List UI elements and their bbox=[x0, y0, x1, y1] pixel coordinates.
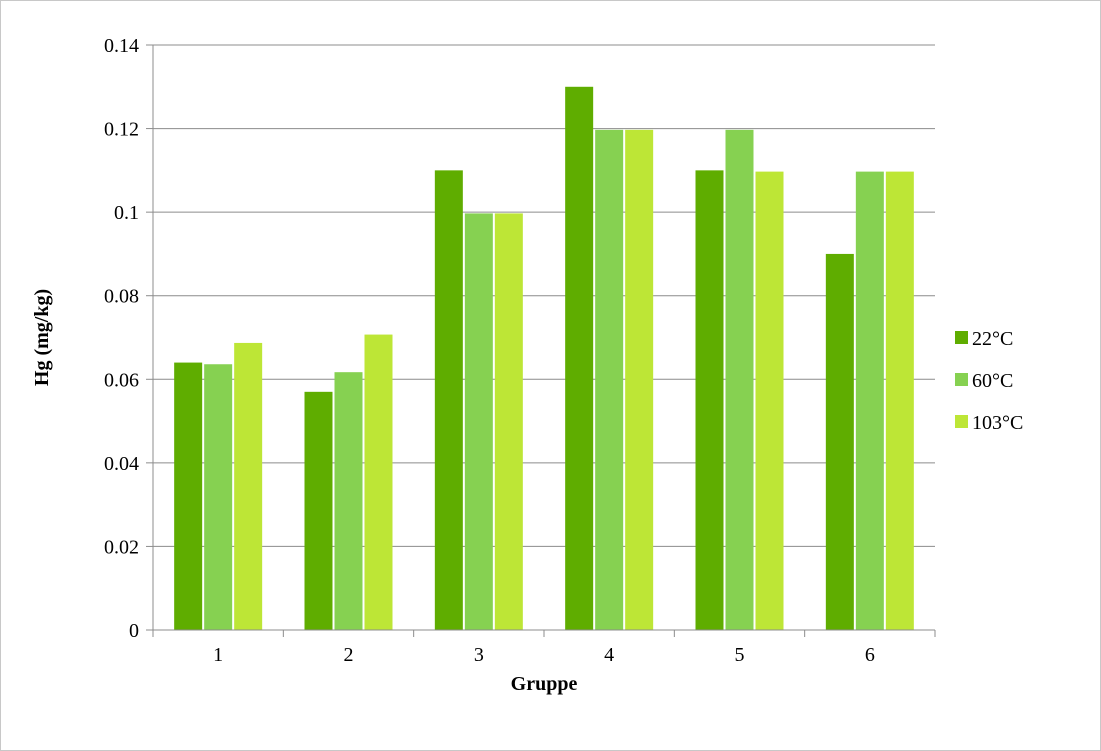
x-tick-label: 2 bbox=[344, 644, 354, 666]
x-axis-title: Gruppe bbox=[511, 673, 578, 695]
y-tick-label: 0.04 bbox=[104, 453, 139, 475]
bar bbox=[695, 170, 724, 630]
bar bbox=[494, 213, 523, 630]
bar bbox=[625, 129, 654, 630]
x-tick-label: 1 bbox=[213, 644, 223, 666]
axes bbox=[152, 45, 936, 637]
bars bbox=[174, 86, 914, 631]
y-axis-title: Hg (mg/kg) bbox=[31, 289, 53, 386]
x-tick-label: 3 bbox=[474, 644, 484, 666]
y-tick-label: 0.08 bbox=[104, 286, 139, 308]
bar bbox=[825, 253, 854, 630]
legend: 22°C 60°C 103°C bbox=[955, 328, 1023, 434]
gridlines bbox=[146, 44, 935, 631]
x-tick-label: 6 bbox=[865, 644, 875, 666]
bar bbox=[725, 129, 754, 630]
bar bbox=[565, 86, 594, 631]
bar bbox=[174, 362, 203, 630]
bar bbox=[595, 129, 624, 630]
bar bbox=[304, 391, 333, 630]
legend-swatch bbox=[955, 373, 968, 386]
bar bbox=[234, 342, 263, 630]
bar bbox=[755, 171, 784, 630]
bar bbox=[204, 364, 233, 630]
y-tick-label: 0.14 bbox=[104, 35, 139, 57]
y-tick-label: 0.12 bbox=[104, 119, 139, 141]
bar bbox=[855, 171, 884, 630]
y-tick-labels: 0 0.02 0.04 0.06 0.08 0.1 0.12 0.14 bbox=[104, 35, 139, 642]
bar bbox=[885, 171, 914, 630]
y-tick-label: 0.02 bbox=[104, 536, 139, 558]
x-tick-label: 4 bbox=[604, 644, 614, 666]
bar bbox=[434, 170, 463, 630]
y-tick-label: 0 bbox=[129, 620, 139, 642]
y-tick-label: 0.1 bbox=[114, 202, 139, 224]
x-tick-labels: 1 2 3 4 5 6 bbox=[213, 644, 875, 666]
legend-swatch bbox=[955, 415, 968, 428]
legend-label: 22°C bbox=[972, 328, 1013, 350]
legend-swatch bbox=[955, 331, 968, 344]
bar bbox=[334, 372, 363, 630]
bar bbox=[464, 213, 493, 630]
x-tick-label: 5 bbox=[735, 644, 745, 666]
bar bbox=[364, 334, 393, 630]
legend-label: 103°C bbox=[972, 412, 1023, 434]
legend-label: 60°C bbox=[972, 370, 1013, 392]
y-tick-label: 0.06 bbox=[104, 369, 139, 391]
